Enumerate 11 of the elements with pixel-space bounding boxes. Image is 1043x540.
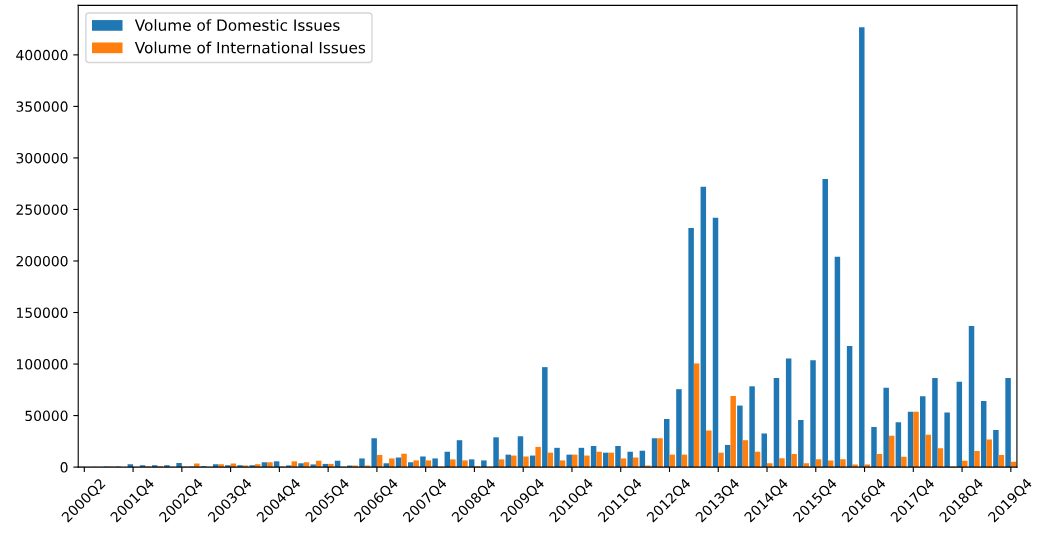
y-tick-label: 300000 bbox=[16, 152, 68, 164]
legend-label: Volume of International Issues bbox=[134, 41, 366, 54]
y-tick-label: 400000 bbox=[16, 49, 68, 61]
y-tick-label: 250000 bbox=[16, 204, 68, 215]
y-tick-label: 200000 bbox=[16, 255, 68, 267]
legend-label: Volume of Domestic Issues bbox=[134, 19, 340, 31]
y-tick-label: 50000 bbox=[25, 410, 68, 422]
y-tick-label: 100000 bbox=[17, 359, 68, 370]
y-tick-label: 150000 bbox=[17, 307, 68, 318]
y-tick-label: 0 bbox=[60, 462, 68, 473]
y-tick-label: 350000 bbox=[16, 101, 68, 112]
